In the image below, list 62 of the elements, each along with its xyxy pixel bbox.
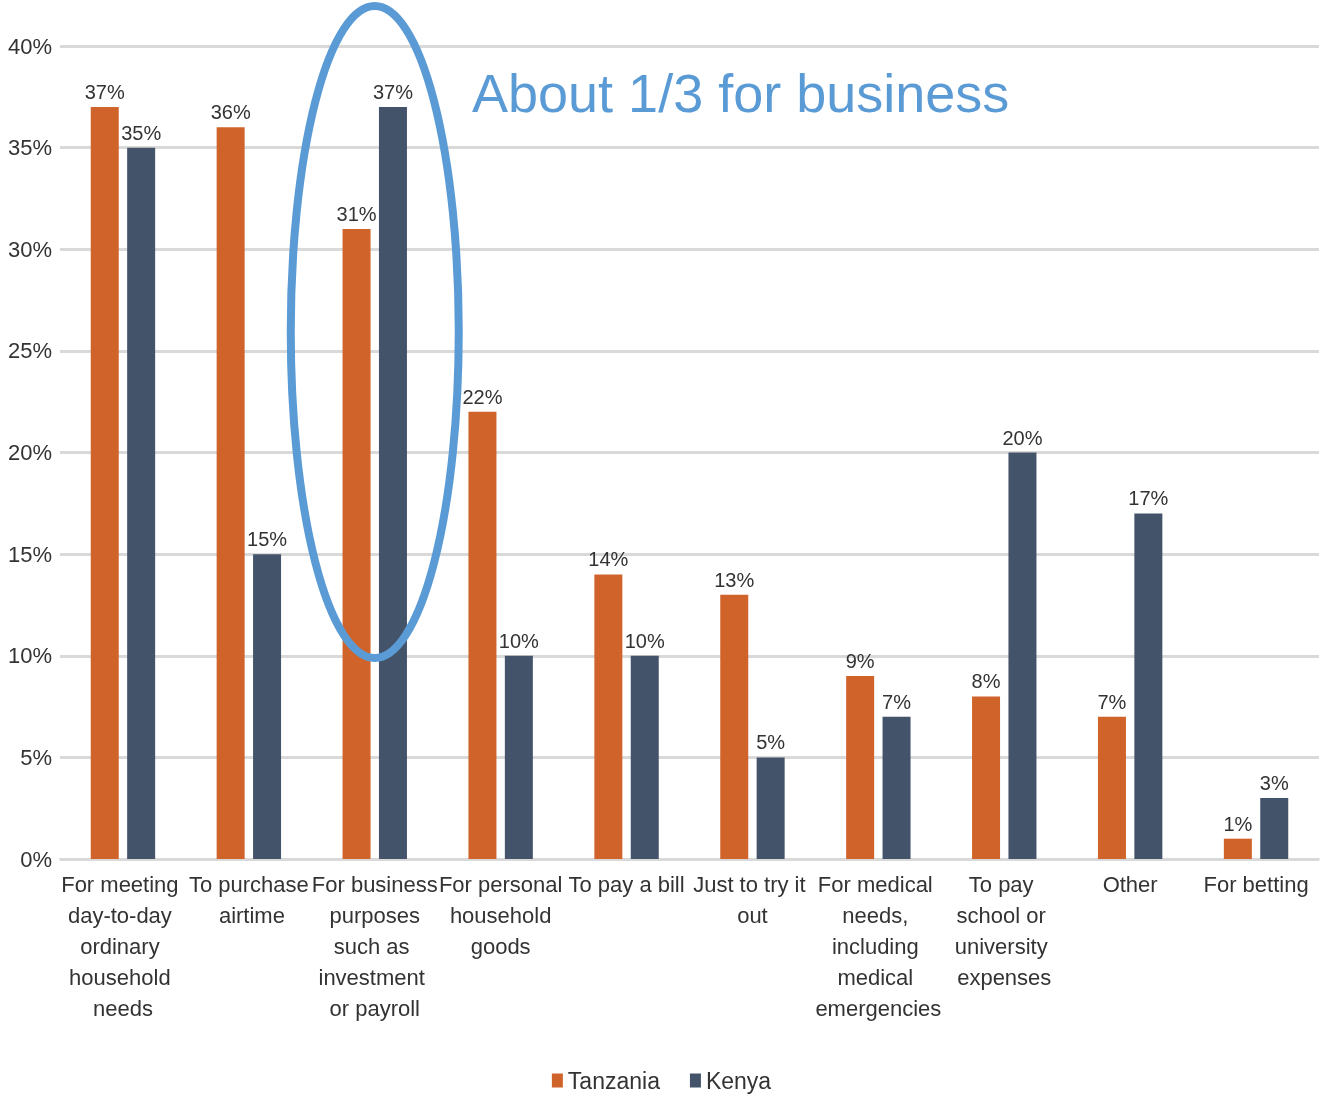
x-tick-label: Other [1102, 872, 1158, 897]
data-label: 8% [971, 670, 1001, 693]
data-label: 9% [845, 650, 875, 673]
x-tick-label: Just to try it out [693, 872, 812, 928]
bar [504, 655, 533, 859]
data-label: 36% [210, 101, 251, 124]
data-label: 22% [462, 385, 503, 408]
bar [1008, 452, 1037, 859]
data-label: 7% [1097, 690, 1127, 713]
y-tick-label: 15% [7, 541, 52, 567]
annotation: About 1/3 for business [472, 63, 1010, 123]
bar [90, 106, 119, 859]
x-tick-label: To purchase airtime [188, 872, 309, 928]
y-tick-label: 20% [7, 440, 52, 465]
y-tick-label: 35% [7, 135, 52, 161]
bar [1260, 798, 1289, 859]
bar [468, 411, 497, 859]
data-label: 3% [1259, 772, 1289, 795]
bar [253, 554, 282, 859]
bar [1097, 716, 1126, 859]
y-tick-label: 5% [20, 744, 52, 770]
bar [1223, 838, 1252, 859]
bar [630, 655, 659, 859]
data-label: 10% [624, 629, 665, 652]
x-tick-label: For betting [1203, 872, 1309, 897]
data-label: 35% [121, 121, 162, 144]
bar [756, 757, 785, 859]
x-tick-label: To pay a bill [568, 872, 685, 897]
x-tick-label: To pay school or university expenses [954, 872, 1054, 990]
x-tick-label: For meeting day-to-day ordinary household needs [61, 872, 185, 1021]
data-label: 10% [498, 629, 540, 652]
data-label: 1% [1223, 812, 1253, 835]
bar [378, 106, 407, 859]
legend-label: Tanzania [567, 1067, 661, 1094]
data-label: 14% [588, 548, 629, 571]
bar [127, 147, 156, 859]
bar [1134, 513, 1163, 859]
bar [846, 676, 875, 859]
bar [882, 716, 911, 859]
data-label: 7% [882, 690, 912, 713]
y-tick-label: 10% [7, 643, 52, 669]
x-tick-label: For medical needs, including medical emergencies [815, 872, 942, 1021]
data-label: 5% [756, 731, 786, 754]
x-tick-label: For business purposes such as investment or payroll [311, 872, 438, 1021]
legend-label: Kenya [705, 1067, 772, 1094]
y-tick-label: 25% [7, 338, 52, 364]
x-tick-label: For personal household goods [438, 872, 563, 959]
y-tick-label: 40% [7, 33, 52, 59]
data-label: 37% [84, 80, 125, 103]
data-label: 15% [247, 528, 288, 551]
data-label: 20% [1002, 426, 1043, 449]
bar [342, 228, 371, 859]
bar [720, 594, 749, 859]
bar [594, 574, 623, 859]
y-tick-label: 0% [20, 846, 52, 872]
bar [972, 696, 1001, 859]
bar [216, 127, 245, 859]
data-label: 31% [336, 202, 377, 225]
data-label: 17% [1128, 487, 1169, 510]
data-label: 37% [372, 80, 414, 103]
y-tick-label: 30% [7, 236, 52, 262]
data-label: 13% [714, 568, 755, 591]
